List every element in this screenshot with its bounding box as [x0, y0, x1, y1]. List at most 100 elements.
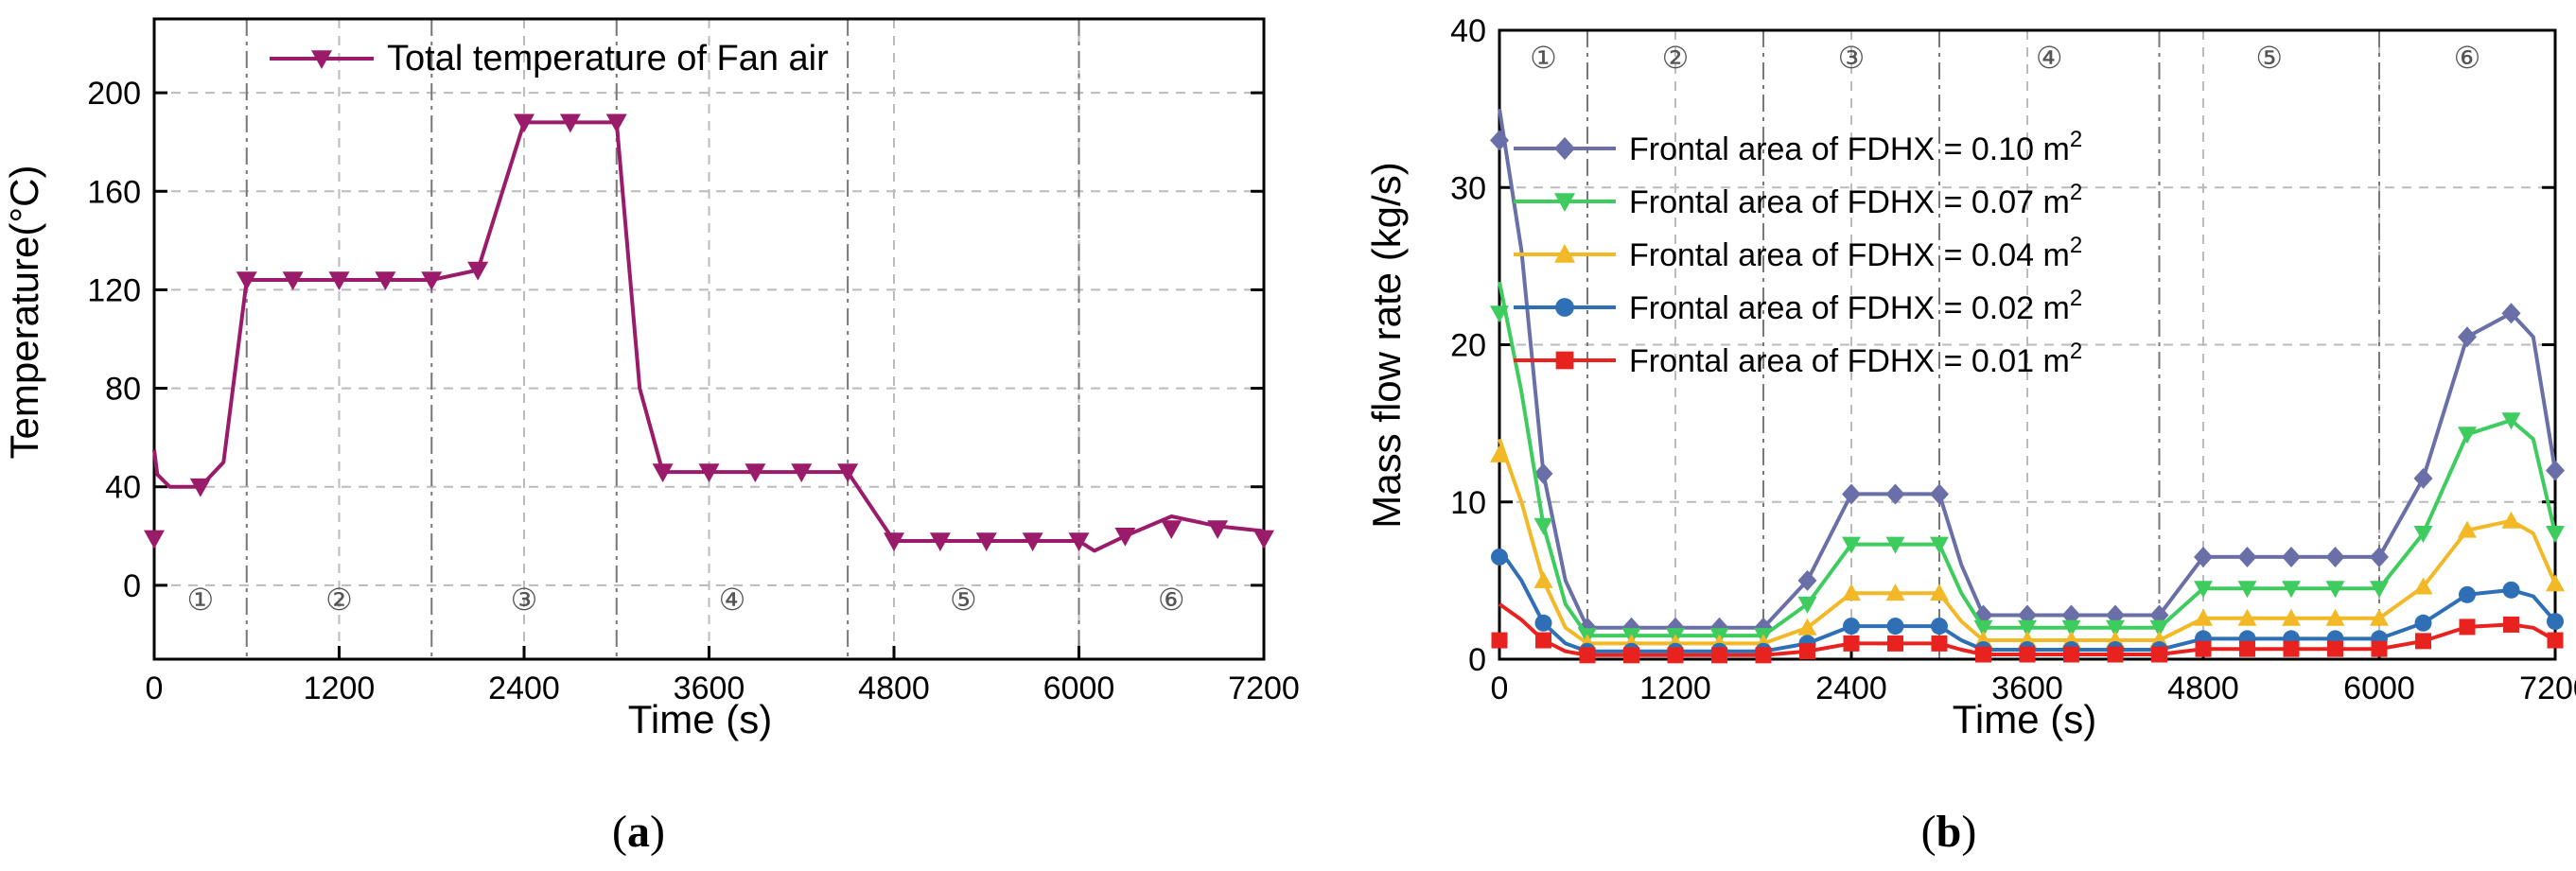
x-tick-label: 6000: [1043, 671, 1115, 706]
data-point: [1491, 548, 1508, 566]
legend-entry-text: Frontal area of FDHX = 0.07 m: [1629, 184, 2070, 220]
legend-marker: [1554, 193, 1575, 212]
data-point: [2547, 613, 2564, 631]
x-tick-label: 7200: [1228, 671, 1300, 706]
data-point: [236, 271, 257, 291]
chart-b-legend: Frontal area of FDHX = 0.10 m2 Frontal ar…: [1514, 127, 2082, 379]
data-point: [2413, 526, 2433, 543]
x-tick-label: 1200: [304, 671, 376, 706]
panel-label-open: (: [1921, 807, 1936, 857]
data-point: [2501, 412, 2521, 430]
data-point: [514, 113, 534, 133]
data-point: [1931, 635, 1948, 652]
data-point: [2546, 460, 2565, 481]
data-point: [1207, 520, 1229, 539]
data-point: [1843, 635, 1860, 652]
data-point: [2325, 608, 2345, 626]
panel-label-letter: b: [1936, 807, 1962, 857]
data-point: [2458, 326, 2477, 348]
y-tick-label: 30: [1450, 170, 1486, 206]
data-point: [1491, 632, 1508, 649]
data-point: [467, 261, 489, 281]
data-point: [1885, 483, 1905, 505]
data-point: [2501, 303, 2521, 324]
phase-label: ⑥: [1158, 583, 1185, 617]
phase-label: ④: [719, 583, 746, 617]
legend-entry-superscript: 2: [2070, 339, 2082, 364]
data-point: [1755, 647, 1772, 664]
data-point: [1533, 462, 1553, 484]
data-point: [2283, 640, 2300, 657]
y-tick-label: 160: [87, 174, 141, 210]
data-point: [2151, 646, 2167, 663]
y-tick-label: 40: [1450, 13, 1486, 49]
data-point: [1623, 647, 1639, 664]
x-tick-label: 2400: [1815, 671, 1887, 706]
legend-entry-text: Frontal area of FDHX = 0.02 m: [1629, 290, 2070, 326]
x-tick-label: 2400: [488, 671, 560, 706]
y-tick-label: 40: [105, 470, 141, 506]
data-point: [2239, 640, 2255, 657]
data-point: [791, 463, 813, 483]
data-point: [2194, 581, 2213, 599]
legend-entry: Frontal area of FDHX = 0.10 m2: [1629, 127, 2082, 167]
phase-label: ②: [1662, 41, 1690, 75]
data-point: [884, 532, 904, 552]
data-point: [1799, 643, 1815, 660]
data-point: [2325, 581, 2345, 599]
data-point: [1930, 536, 1949, 554]
data-point: [745, 463, 766, 483]
data-point: [559, 113, 581, 133]
chart-a: 0 40 80 120 160 200 0 1200 2400 3600 4800 6000 7200 T…: [2, 17, 1300, 857]
y-axis-label: Temperature(°C): [2, 165, 46, 460]
series-0: [144, 113, 1274, 553]
data-point: [1797, 596, 1817, 614]
legend-entry-superscript: 2: [2070, 233, 2082, 258]
data-point: [421, 271, 443, 291]
panel-label: (a): [612, 807, 665, 857]
phase-label: ⑥: [2454, 41, 2481, 75]
data-point: [2282, 546, 2301, 567]
data-point: [1711, 647, 1727, 664]
data-point: [328, 271, 350, 291]
data-point: [2018, 619, 2037, 637]
data-point: [1975, 646, 1991, 663]
x-tick-label: 3600: [1991, 671, 2063, 706]
y-tick-label: 120: [87, 272, 141, 308]
data-point: [1843, 618, 1860, 636]
data-point: [1842, 584, 1861, 601]
x-tick-label: 4800: [858, 671, 930, 706]
x-axis-label: Time (s): [628, 697, 772, 741]
data-point: [2501, 511, 2521, 529]
data-point: [189, 478, 211, 497]
y-tick-label: 0: [123, 568, 141, 604]
data-point: [2502, 581, 2520, 599]
legend-entry-superscript: 2: [2070, 286, 2082, 311]
chart-b-grid: [1499, 30, 2555, 659]
data-point: [1973, 619, 1993, 637]
phase-label: ③: [511, 583, 538, 617]
data-point: [2546, 574, 2565, 592]
chart-a-grid: [154, 19, 1264, 659]
data-point: [375, 271, 396, 291]
x-tick-label: 3600: [674, 671, 745, 706]
data-point: [2282, 581, 2301, 599]
data-point: [698, 463, 720, 483]
data-point: [1842, 536, 1861, 554]
legend-marker: [1554, 244, 1575, 263]
data-point: [2413, 577, 2433, 595]
legend-entry-superscript: 2: [2070, 180, 2082, 205]
data-point: [1490, 305, 1509, 323]
legend-entry: Total temperature of Fan air: [387, 39, 829, 78]
x-tick-label: 6000: [2343, 671, 2415, 706]
legend-entry-superscript: 2: [2070, 127, 2082, 152]
data-point: [1114, 528, 1136, 547]
data-point: [929, 532, 951, 552]
data-point: [1161, 520, 1183, 539]
legend-entry-text: Frontal area of FDHX = 0.01 m: [1629, 343, 2070, 379]
panel-label-close: ): [650, 807, 665, 857]
data-point: [2149, 619, 2169, 637]
x-tick-label: 4800: [2167, 671, 2239, 706]
x-tick-label: 0: [146, 671, 164, 706]
data-point: [2503, 616, 2519, 633]
